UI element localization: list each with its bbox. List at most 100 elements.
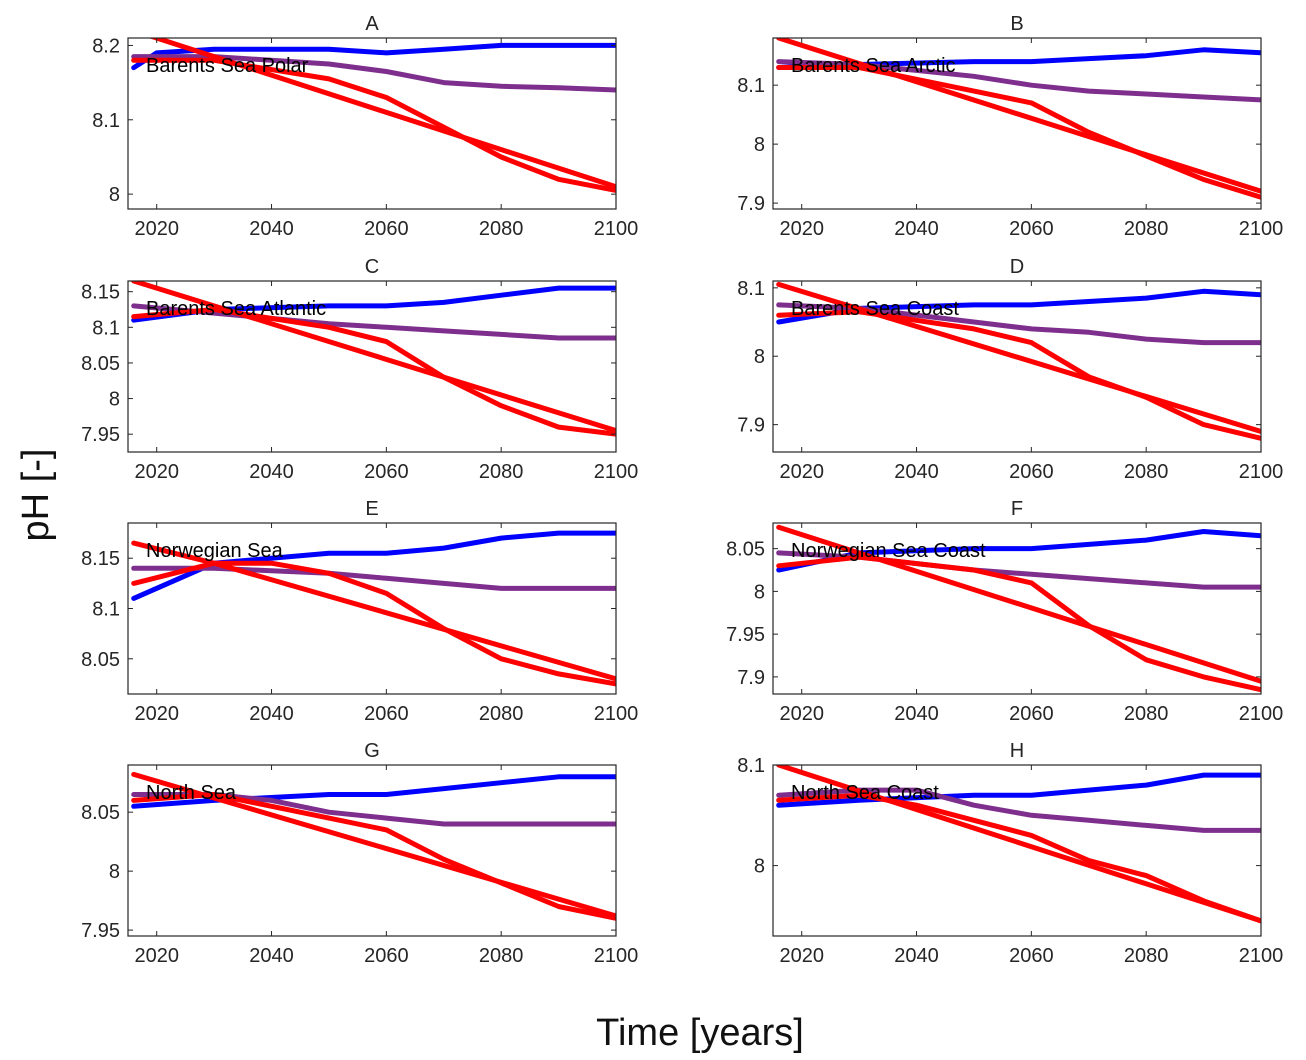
panel-d-series-4-line (776, 281, 1261, 434)
panel-e-ytick-label: 8.05 (81, 649, 120, 671)
panel-h-xtick-label: 2080 (1124, 945, 1169, 967)
panel-b-xtick-label: 2080 (1124, 218, 1169, 240)
panel-d-xtick-label: 2040 (894, 461, 939, 483)
panel-c-region-label: Barents Sea Atlantic (146, 298, 326, 320)
panel-g-ytick-label: 8.05 (81, 802, 120, 824)
panel-g-ytick-label: 8 (109, 861, 120, 883)
panel-d-ytick-label: 8.1 (737, 278, 765, 300)
panel-b-xtick-label: 2100 (1239, 218, 1284, 240)
panel-a-series-1-line (131, 42, 616, 71)
panel-h-xtick-label: 2040 (894, 945, 939, 967)
panel-a-xtick-label: 2080 (479, 218, 524, 240)
panel-e-series-2-line (131, 565, 616, 591)
panel-h-series-4-line (776, 765, 1261, 924)
panel-f-series-group (776, 524, 1261, 693)
panel-c-xtick-label: 2060 (364, 461, 409, 483)
panel-b: 2020 2040 2060 2080 2100 7.9 8 8.1 B Barents Sea … (737, 13, 1283, 240)
panel-d-series-group (776, 281, 1261, 441)
panel-f-ytick-label: 8.05 (726, 539, 765, 561)
panel-c-series-4-line (131, 281, 616, 434)
panel-d-series-1-line (776, 288, 1261, 325)
panel-a-series-3-line (131, 57, 616, 193)
panel-f-xtick-label: 2040 (894, 703, 939, 725)
panel-h: 2020 2040 2060 2080 2100 8 8.1 H North Sea Coast (737, 740, 1283, 967)
panel-h-axes-box (772, 764, 1262, 937)
panel-e-series-4-line (131, 540, 616, 682)
panel-f-axes-box (772, 522, 1262, 695)
panel-b-series-group (776, 38, 1261, 200)
panel-h-series-2-line (776, 787, 1261, 833)
panel-c-series-group (131, 281, 616, 437)
panel-h-ytick-label: 8 (754, 856, 765, 878)
panel-d-xtick-label: 2080 (1124, 461, 1169, 483)
panel-f-xtick-label: 2080 (1124, 703, 1169, 725)
panel-b-title: B (1010, 13, 1023, 35)
panel-f-ytick-label: 7.9 (737, 667, 765, 689)
panel-f-series-3-line (776, 554, 1261, 693)
panel-c-title: C (365, 256, 379, 278)
panel-d-xtick-label: 2060 (1009, 461, 1054, 483)
panel-f-region-label: Norwegian Sea Coast (791, 540, 986, 562)
panel-c-ytick-label: 8.05 (81, 353, 120, 375)
panel-b-axes-box (772, 37, 1262, 210)
panel-a-series-2-line (131, 54, 616, 93)
panel-c-ytick-label: 8.1 (92, 317, 120, 339)
panel-b-xtick-label: 2040 (894, 218, 939, 240)
panel-f-xtick-label: 2020 (779, 703, 824, 725)
panel-d-xtick-label: 2100 (1239, 461, 1284, 483)
panel-c-axes-box (127, 280, 617, 453)
panel-g-xtick-label: 2080 (479, 945, 524, 967)
panel-h-region-label: North Sea Coast (791, 782, 939, 804)
panel-e-xtick-label: 2040 (249, 703, 294, 725)
panel-a-xtick-label: 2060 (364, 218, 409, 240)
panel-b-series-3-line (776, 65, 1261, 200)
panel-c-series-1-line (131, 285, 616, 323)
panel-c-xtick-label: 2100 (594, 461, 639, 483)
panel-h-series-group (776, 765, 1261, 924)
panel-f-title: F (1011, 498, 1023, 520)
panel-a-ytick-label: 8.1 (92, 110, 120, 132)
panel-f: 2020 2040 2060 2080 2100 7.9 7.95 8 8.05 F Norwegi… (726, 498, 1283, 725)
panel-e-xtick-label: 2080 (479, 703, 524, 725)
panel-d-region-label: Barents Sea Coast (791, 298, 959, 320)
panel-a-region-label: Barents Sea Polar (146, 55, 309, 77)
panel-b-xtick-label: 2020 (779, 218, 824, 240)
panel-g-xtick-label: 2020 (134, 945, 179, 967)
panel-b-series-4-line (776, 38, 1261, 194)
panel-d-title: D (1010, 256, 1024, 278)
panel-h-ytick-label: 8.1 (737, 755, 765, 777)
panel-a-series-4-line (148, 38, 616, 190)
panel-g-series-group (131, 771, 616, 921)
panel-b-xtick-label: 2060 (1009, 218, 1054, 240)
panel-f-ytick-label: 7.95 (726, 624, 765, 646)
panel-a-axes-box (127, 37, 617, 210)
panel-h-xtick-label: 2020 (779, 945, 824, 967)
panel-b-ytick-label: 8.1 (737, 75, 765, 97)
panel-a-xtick-label: 2100 (594, 218, 639, 240)
panel-h-xtick-label: 2060 (1009, 945, 1054, 967)
panel-c-ytick-label: 8 (109, 389, 120, 411)
panel-f-series-1-line (776, 529, 1261, 573)
panel-d-series-2-line (776, 302, 1261, 346)
panel-e-ytick-label: 8.1 (92, 599, 120, 621)
panel-e: 2020 2040 2060 2080 2100 8.05 8.1 8.15 E Norwegia… (81, 498, 638, 725)
panel-a-ytick-label: 8.2 (92, 35, 120, 57)
y-axis-label: pH [-] (15, 449, 57, 542)
panel-c-ytick-label: 7.95 (81, 424, 120, 446)
panel-f-xtick-label: 2100 (1239, 703, 1284, 725)
panel-d-xtick-label: 2020 (779, 461, 824, 483)
panel-c-ytick-label: 8.15 (81, 282, 120, 304)
panel-e-series-3-line (131, 560, 616, 687)
panel-a-series-group (131, 38, 616, 193)
panel-a-ytick-label: 8 (109, 184, 120, 206)
panel-c-xtick-label: 2020 (134, 461, 179, 483)
panel-f-series-4-line (776, 524, 1261, 684)
panel-e-title: E (365, 498, 378, 520)
x-axis-label: Time [years] (596, 1012, 804, 1054)
panel-e-xtick-label: 2060 (364, 703, 409, 725)
panel-e-region-label: Norwegian Sea (146, 540, 284, 562)
panel-f-xtick-label: 2060 (1009, 703, 1054, 725)
panel-h-xtick-label: 2100 (1239, 945, 1284, 967)
panel-e-ytick-label: 8.15 (81, 548, 120, 570)
